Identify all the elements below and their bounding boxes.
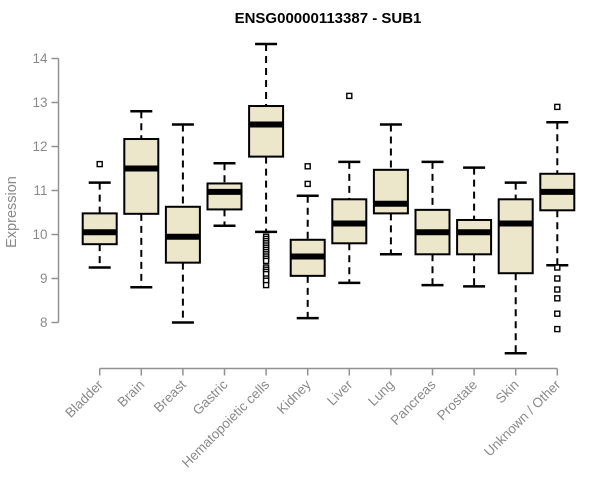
box-lung [372, 123, 409, 256]
box-gastric [206, 161, 243, 227]
y-axis-label: Expression [4, 176, 20, 248]
outlier-point [554, 275, 561, 282]
x-tick-label: Unknown / Other [481, 377, 564, 460]
x-tick-label: Breast [151, 377, 189, 415]
box-brain [123, 110, 160, 289]
iqr-box [456, 218, 493, 256]
outlier-point [262, 257, 270, 265]
box-unknown-other [539, 103, 576, 333]
y-tick-label: 13 [32, 95, 47, 110]
boxplot-series [81, 42, 576, 355]
iqr-box [372, 168, 409, 215]
outlier-point [304, 163, 311, 170]
box-kidney [289, 163, 326, 320]
iqr-box [497, 198, 534, 275]
y-tick-label: 14 [32, 51, 48, 66]
x-tick-label: Prostate [434, 377, 480, 423]
y-tick-label: 10 [32, 227, 47, 242]
box-bladder [81, 160, 118, 269]
iqr-box [206, 182, 243, 211]
iqr-box [81, 212, 118, 246]
x-tick-label: Bladder [62, 377, 106, 421]
box-hematopoietic-cells [248, 42, 285, 289]
x-tick-label: Liver [324, 377, 356, 409]
outlier-point [262, 281, 270, 289]
outlier-point [96, 160, 103, 168]
outlier-point [304, 180, 311, 188]
x-tick-label: Gastric [190, 377, 231, 418]
iqr-box [248, 105, 285, 158]
outlier-point [554, 295, 561, 302]
y-tick-label: 8 [40, 315, 48, 330]
outlier-point [554, 264, 561, 271]
y-tick-label: 9 [40, 271, 48, 286]
x-tick-label: Pancreas [388, 377, 439, 428]
box-prostate [456, 166, 493, 288]
chart-title: ENSG00000113387 - SUB1 [235, 10, 422, 27]
box-liver [331, 92, 368, 285]
outlier-point [554, 286, 561, 293]
x-tick-label: Brain [115, 377, 148, 410]
outlier-point [554, 103, 561, 111]
outlier-point [554, 325, 561, 333]
outlier-point [346, 92, 353, 100]
y-axis: 8 9 10 11 12 13 14 [32, 51, 60, 330]
box-skin [497, 181, 534, 355]
box-breast [164, 123, 201, 324]
x-tick-label: Lung [365, 377, 397, 409]
box-pancreas [414, 160, 451, 287]
x-tick-label: Skin [493, 377, 522, 406]
x-tick-label: Kidney [274, 377, 314, 417]
outlier-point [554, 310, 561, 317]
y-tick-label: 11 [33, 183, 47, 198]
iqr-box [123, 138, 160, 215]
y-tick-label: 12 [32, 139, 47, 154]
